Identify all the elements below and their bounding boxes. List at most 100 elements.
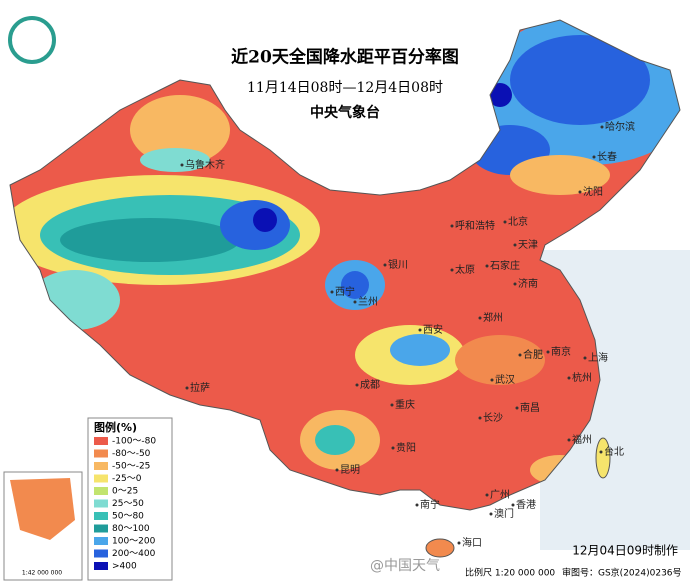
legend-swatch bbox=[94, 462, 108, 470]
legend-label: 25～50 bbox=[112, 499, 144, 509]
city-label: 西宁 bbox=[335, 285, 355, 298]
city-dot bbox=[450, 224, 454, 228]
city-dot bbox=[513, 243, 517, 247]
city-label: 台北 bbox=[604, 445, 624, 458]
legend-label: 80～100 bbox=[112, 524, 150, 534]
city-dot bbox=[592, 155, 596, 159]
legend-swatch bbox=[94, 524, 108, 533]
city-label: 重庆 bbox=[395, 398, 415, 411]
legend-swatch bbox=[94, 474, 108, 483]
legend-label: >400 bbox=[112, 562, 137, 572]
city-label: 上海 bbox=[588, 351, 608, 364]
legend-label: 100～200 bbox=[112, 537, 156, 547]
legend-swatch bbox=[94, 449, 108, 458]
city-dot bbox=[391, 446, 395, 450]
city-dot bbox=[478, 316, 482, 320]
city-label: 拉萨 bbox=[190, 381, 210, 394]
city-dot bbox=[511, 503, 515, 507]
city-label: 南京 bbox=[551, 345, 571, 358]
city-label: 昆明 bbox=[340, 464, 360, 476]
map-number: 审图号：GS京(2024)0236号 bbox=[562, 567, 682, 579]
legend-swatch bbox=[94, 512, 108, 520]
city-dot bbox=[353, 300, 357, 304]
legend-label: -80～-50 bbox=[112, 449, 151, 459]
city-label: 武汉 bbox=[495, 373, 515, 386]
scale: 比例尺 1:20 000 000 bbox=[465, 567, 555, 579]
city-label: 澳门 bbox=[494, 507, 514, 520]
city-dot bbox=[185, 386, 189, 390]
city-label: 香港 bbox=[516, 499, 536, 511]
city-label: 贵阳 bbox=[396, 441, 416, 454]
city-dot bbox=[513, 282, 517, 286]
watermark: @中国天气 bbox=[370, 558, 440, 574]
city-dot bbox=[515, 406, 519, 410]
city-label: 天津 bbox=[518, 239, 538, 251]
city-dot bbox=[600, 125, 604, 129]
city-label: 北京 bbox=[508, 215, 528, 228]
city-dot bbox=[489, 512, 493, 516]
city-label: 长沙 bbox=[483, 412, 503, 424]
inset-scale: 1:42 000 000 bbox=[22, 570, 62, 577]
city-dot bbox=[355, 383, 359, 387]
city-dot bbox=[330, 290, 334, 294]
city-label: 乌鲁木齐 bbox=[185, 158, 225, 171]
city-dot bbox=[583, 356, 587, 360]
inset: 1:42 000 000 bbox=[3, 471, 83, 581]
city-dot bbox=[567, 438, 571, 442]
city-label: 石家庄 bbox=[490, 259, 520, 272]
city-label: 广州 bbox=[490, 489, 510, 501]
city-dot bbox=[457, 541, 461, 545]
city-dot bbox=[490, 378, 494, 382]
city-dot bbox=[485, 493, 489, 497]
made-time: 12月04日09时制作 bbox=[572, 544, 678, 558]
subtitle: 11月14日08时—12月4日08时 bbox=[247, 80, 443, 96]
city-label: 杭州 bbox=[572, 371, 592, 384]
city-dot bbox=[383, 263, 387, 267]
city-label: 海口 bbox=[462, 536, 482, 549]
city-label: 南宁 bbox=[420, 498, 440, 511]
city-label: 哈尔滨 bbox=[605, 120, 635, 133]
legend: 图例(%) -100～-80 -80～-50 -50～-25 -25～0 0～25 25～… bbox=[87, 417, 173, 581]
legend-swatch bbox=[94, 562, 108, 570]
city-label: 银川 bbox=[388, 258, 408, 271]
legend-swatch bbox=[94, 499, 108, 508]
title: 近20天全国降水距平百分率图 bbox=[231, 47, 459, 68]
city-label: 福州 bbox=[572, 433, 592, 446]
city-label: 太原 bbox=[455, 263, 475, 276]
legend-label: 200～400 bbox=[112, 549, 156, 559]
city-dot bbox=[518, 353, 522, 357]
legend-label: -50～-25 bbox=[112, 462, 150, 472]
city-label: 济南 bbox=[518, 277, 538, 290]
legend-swatch bbox=[94, 549, 108, 558]
city-label: 合肥 bbox=[523, 348, 543, 361]
agency: 中央气象台 bbox=[310, 104, 380, 121]
city-dot bbox=[335, 468, 339, 472]
legend-label: -100～-80 bbox=[112, 437, 156, 447]
city-label: 郑州 bbox=[483, 311, 503, 324]
legend-label: 50～80 bbox=[112, 512, 144, 522]
city-label: 兰州 bbox=[358, 295, 378, 308]
legend-label: -25～0 bbox=[112, 474, 142, 484]
city-dot bbox=[450, 268, 454, 272]
legend-title: 图例(%) bbox=[94, 420, 137, 434]
city-label: 西安 bbox=[423, 323, 443, 336]
city-dot bbox=[418, 328, 422, 332]
city-dot bbox=[503, 220, 507, 224]
legend-swatch bbox=[94, 537, 108, 545]
city-label: 长春 bbox=[597, 151, 617, 163]
city-dot bbox=[567, 376, 571, 380]
logo bbox=[8, 16, 56, 64]
city-dot bbox=[390, 403, 394, 407]
city-dot bbox=[599, 450, 603, 454]
city-label: 南昌 bbox=[520, 401, 540, 414]
legend-label: 0～25 bbox=[112, 487, 138, 497]
city-label: 沈阳 bbox=[583, 185, 603, 198]
city-label: 成都 bbox=[360, 379, 380, 391]
legend-swatch bbox=[94, 487, 108, 495]
hainan bbox=[425, 538, 455, 558]
city-dot bbox=[180, 163, 184, 167]
city-dot bbox=[546, 350, 550, 354]
city-dot bbox=[485, 264, 489, 268]
